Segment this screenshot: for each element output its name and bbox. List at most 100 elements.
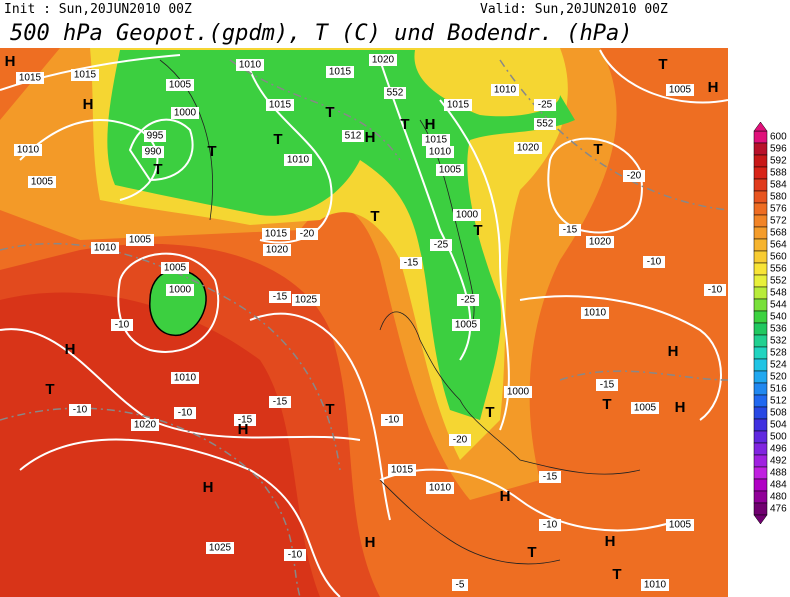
contour-label: 1010 xyxy=(17,145,40,156)
contour-label: 1010 xyxy=(494,85,517,96)
pressure-center: H xyxy=(83,96,94,113)
contour-label: 1000 xyxy=(456,210,479,221)
colorbar-swatch xyxy=(753,442,768,456)
colorbar-swatch xyxy=(753,334,768,348)
contour-label: 990 xyxy=(145,147,162,158)
colorbar-swatch xyxy=(753,490,768,504)
contour-label: -25 xyxy=(461,295,476,306)
colorbar-label: 520 xyxy=(770,372,787,383)
contour-label-box xyxy=(131,419,159,431)
contour-label-box xyxy=(504,386,532,398)
contour-label: -10 xyxy=(708,285,723,296)
contour-label: -15 xyxy=(404,258,419,269)
colorbar-label: 592 xyxy=(770,156,787,167)
contour-label-box xyxy=(422,134,450,146)
pressure-center: T xyxy=(325,401,334,418)
colorbar-swatch xyxy=(753,382,768,396)
contour-label-box xyxy=(631,402,659,414)
colorbar-label: 564 xyxy=(770,240,787,251)
pressure-center: T xyxy=(370,208,379,225)
contour-label: -20 xyxy=(453,435,468,446)
colorbar-label: 560 xyxy=(770,252,787,263)
contour-label-box xyxy=(430,239,452,251)
contour-label-box xyxy=(452,319,480,331)
contour-label-box xyxy=(174,407,196,419)
contour-label: 995 xyxy=(147,131,164,142)
pressure-center: H xyxy=(708,79,719,96)
contour-label-box xyxy=(539,519,561,531)
colorbar-arrow-bottom xyxy=(753,514,768,525)
contour-label-box xyxy=(262,228,290,240)
colorbar-label: 504 xyxy=(770,420,787,431)
colorbar-swatch xyxy=(753,190,768,204)
colorbar-swatch xyxy=(753,130,768,144)
contour-label-box xyxy=(559,224,581,236)
contour-label: -10 xyxy=(73,405,88,416)
colorbar-swatch xyxy=(753,274,768,288)
colorbar-swatch xyxy=(753,238,768,252)
pressure-center: H xyxy=(425,116,436,133)
colorbar-swatch xyxy=(753,394,768,408)
pressure-center: H xyxy=(65,341,76,358)
contour-label-box xyxy=(534,99,556,111)
contour-label: -20 xyxy=(627,171,642,182)
pressure-center: T xyxy=(325,104,334,121)
pressure-center: T xyxy=(527,544,536,561)
pressure-center: T xyxy=(45,381,54,398)
contour-label-box xyxy=(284,154,312,166)
contour-label-box xyxy=(452,579,468,591)
colorbar-label: 556 xyxy=(770,264,787,275)
contour-label-box xyxy=(161,262,189,274)
contour-label: 1005 xyxy=(164,263,187,274)
contour-label: 1005 xyxy=(669,85,692,96)
colorbar-swatch xyxy=(753,166,768,180)
contour-label-box xyxy=(514,142,542,154)
colorbar-label: 572 xyxy=(770,216,787,227)
colorbar-label: 484 xyxy=(770,480,787,491)
contour-label: -10 xyxy=(385,415,400,426)
contour-label: 1005 xyxy=(455,320,478,331)
colorbar-swatch xyxy=(753,286,768,300)
init-time: Init : Sun,20JUN2010 00Z xyxy=(4,2,192,17)
colorbar-label: 500 xyxy=(770,432,787,443)
colorbar-label: 552 xyxy=(770,276,787,287)
contour-label-box xyxy=(436,164,464,176)
colorbar-swatch xyxy=(753,466,768,480)
colorbar-swatch xyxy=(753,214,768,228)
contour-label-box xyxy=(142,146,164,158)
colorbar-swatch xyxy=(753,406,768,420)
contour-label: -15 xyxy=(600,380,615,391)
contour-label-box xyxy=(400,257,422,269)
pressure-center: H xyxy=(365,129,376,146)
contour-label: 1020 xyxy=(589,237,612,248)
colorbar-swatch xyxy=(753,262,768,276)
contour-label-box xyxy=(171,107,199,119)
contour-label: -10 xyxy=(288,550,303,561)
contour-label: 1010 xyxy=(174,373,197,384)
contour-label: 1015 xyxy=(74,70,97,81)
pressure-center: T xyxy=(273,131,282,148)
contour-label-box xyxy=(284,549,306,561)
contour-label-box xyxy=(266,99,294,111)
contour-label: -25 xyxy=(538,100,553,111)
colorbar-swatch xyxy=(753,370,768,384)
contour-label-box xyxy=(206,542,234,554)
colorbar-label: 528 xyxy=(770,348,787,359)
contour-label-box xyxy=(126,234,154,246)
contour-label: -10 xyxy=(115,320,130,331)
contour-label-box xyxy=(166,284,194,296)
contour-label: 1020 xyxy=(134,420,157,431)
pressure-center: H xyxy=(238,421,249,438)
pressure-center: H xyxy=(5,53,16,70)
contour-label-box xyxy=(641,579,669,591)
contour-label: 1005 xyxy=(669,520,692,531)
contour-label: 1005 xyxy=(634,403,657,414)
contour-label: 1015 xyxy=(391,465,414,476)
contour-label-box xyxy=(426,482,454,494)
pressure-center: H xyxy=(605,533,616,550)
contour-label-box xyxy=(704,284,726,296)
contour-label-box xyxy=(453,209,481,221)
colorbar-label: 576 xyxy=(770,204,787,215)
contour-label-box xyxy=(144,130,166,142)
